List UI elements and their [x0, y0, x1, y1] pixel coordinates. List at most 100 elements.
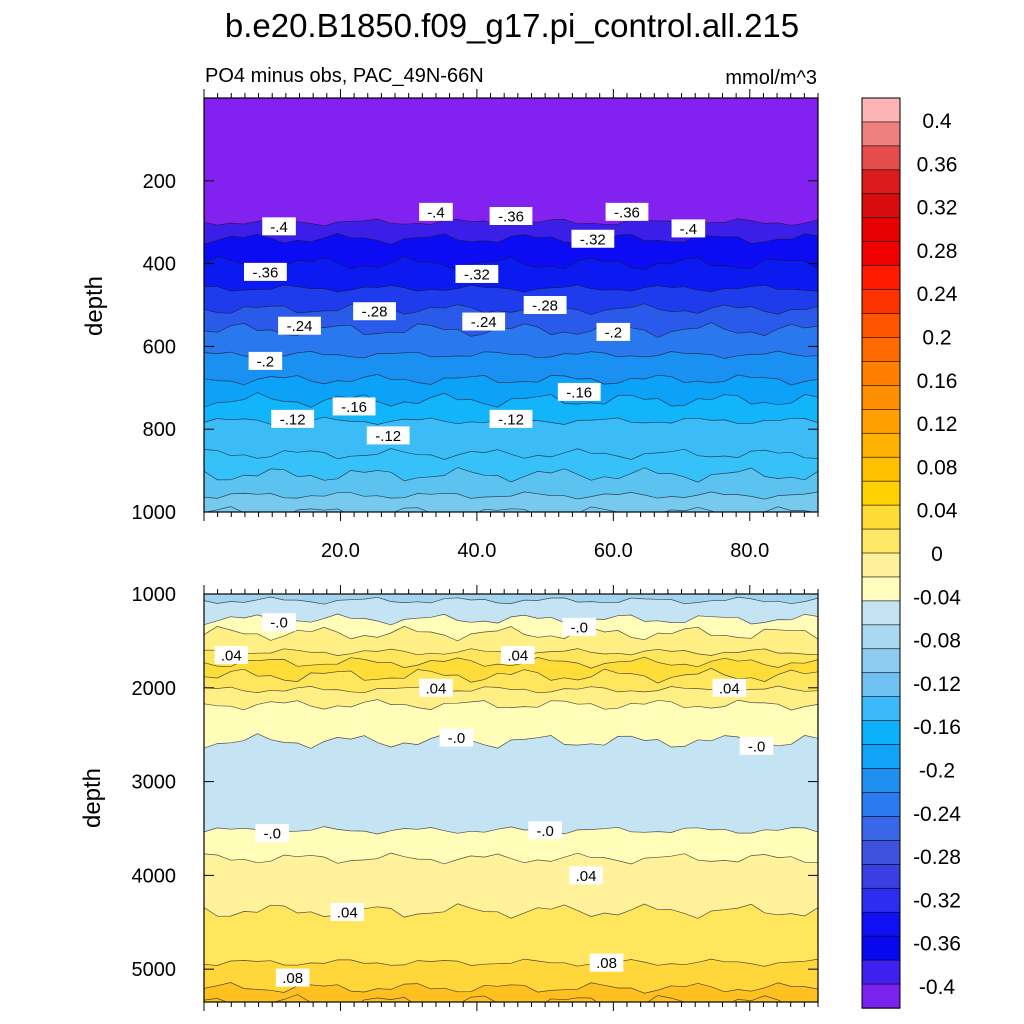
contour-label: .08 [589, 953, 624, 972]
contour-label: -.28 [353, 302, 396, 321]
y-tick-label: 1000 [132, 584, 177, 606]
svg-text:-.28: -.28 [532, 298, 558, 315]
svg-text:-.4: -.4 [427, 204, 445, 221]
colorbar-swatch [861, 97, 901, 123]
contour-label: -.32 [571, 229, 615, 248]
colorbar-swatch [861, 648, 901, 674]
x-tick-label: 40.0 [457, 540, 496, 562]
contour-line [204, 733, 818, 749]
contour-label: -.12 [366, 426, 410, 445]
colorbar-swatch [861, 337, 901, 363]
colorbar-swatch [861, 361, 901, 387]
contour-line [204, 826, 818, 835]
colorbar-label: -0.24 [913, 803, 961, 826]
contour-label: -.28 [523, 296, 567, 315]
contour-label: -.36 [489, 206, 533, 225]
contour-label: -.0 [255, 824, 290, 843]
colorbar-swatch [861, 241, 901, 267]
y-tick-label: 600 [143, 336, 176, 358]
svg-text:-.12: -.12 [375, 428, 401, 445]
colorbar-swatch [861, 121, 901, 147]
contour-line [204, 613, 818, 626]
svg-text:-.24: -.24 [471, 314, 497, 331]
contour-label: -.0 [439, 728, 474, 747]
svg-text:-.0: -.0 [270, 615, 288, 632]
upper-plot-frame [203, 97, 819, 513]
svg-text:-.0: -.0 [263, 826, 281, 843]
colorbar-label: -0.32 [913, 889, 961, 912]
colorbar-swatch [861, 456, 901, 482]
svg-text:.04: .04 [507, 647, 528, 664]
lower-contour-fill [204, 594, 818, 1002]
contour-label: -.24 [462, 312, 506, 331]
svg-text:.04: .04 [719, 680, 740, 697]
contour-label: -.16 [557, 382, 601, 401]
colorbar-label: 0.04 [917, 500, 958, 523]
lower-panel: -.0 -.0 .04 .04 .04 .04 -.0 -.0 -.0 -.0 .04 .04 .08.… [79, 584, 819, 1011]
contour-label: .04 [214, 645, 249, 664]
upper-panel: -.4 -.4 -.36 -.32 -.36 -.4 -.36 -.32 -.28 -.28 -.2… [81, 89, 819, 562]
contour-label: -.36 [244, 262, 287, 281]
svg-text:-.0: -.0 [748, 738, 766, 755]
colorbar-swatch [861, 744, 901, 770]
colorbar-swatch [861, 576, 901, 602]
colorbar-swatch [861, 193, 901, 219]
colorbar-swatch [861, 911, 901, 937]
svg-text:-.32: -.32 [580, 231, 606, 248]
colorbar-swatch [861, 265, 901, 291]
colorbar-swatch [861, 504, 901, 530]
colorbar: 0.4 0.36 0.32 0.28 0.24 0.2 0.16 0.12 0.08 0.04 0 -… [861, 97, 961, 1009]
contour-line [204, 303, 818, 316]
svg-text:-.16: -.16 [566, 384, 592, 401]
colorbar-swatch [861, 959, 901, 985]
colorbar-swatch [861, 983, 901, 1009]
contour-line [204, 958, 818, 967]
contour-line [204, 233, 818, 245]
y-tick-label: 5000 [132, 959, 177, 981]
contour-label: -.2 [596, 322, 631, 341]
colorbar-swatch [861, 432, 901, 458]
contour-line [204, 596, 818, 605]
colorbar-label: 0.16 [917, 370, 958, 393]
contour-line [204, 491, 818, 500]
colorbar-swatch [861, 792, 901, 818]
colorbar-label: 0.24 [917, 283, 958, 306]
contour-line [204, 506, 815, 512]
colorbar-swatch [861, 169, 901, 195]
contour-label: .04 [712, 678, 747, 697]
colorbar-swatch [861, 480, 901, 506]
svg-text:.04: .04 [426, 680, 447, 697]
contour-label: .04 [419, 678, 453, 697]
svg-text:-.12: -.12 [280, 411, 306, 428]
svg-text:-.24: -.24 [287, 318, 313, 335]
colorbar-label: -0.16 [913, 716, 961, 739]
contour-line [204, 852, 818, 865]
colorbar-label: -0.08 [913, 630, 961, 653]
contour-label: -.16 [332, 397, 376, 416]
lower-contour-lines [204, 596, 818, 1002]
colorbar-swatch [861, 289, 901, 315]
contour-label: -.24 [278, 316, 321, 335]
svg-text:-.0: -.0 [570, 619, 588, 636]
colorbar-swatch [861, 528, 901, 554]
svg-text:.04: .04 [576, 868, 597, 885]
lower-y-axis-label: depth [79, 768, 106, 828]
colorbar-label: -0.2 [919, 760, 955, 783]
colorbar-swatch [861, 816, 901, 842]
units-label: mmol/m^3 [725, 67, 817, 89]
contour-line [204, 625, 818, 642]
x-tick-label: 80.0 [730, 540, 769, 562]
svg-text:.08: .08 [596, 955, 617, 972]
colorbar-swatch [861, 600, 901, 626]
colorbar-swatch [861, 624, 901, 650]
contour-label: -.4 [671, 219, 706, 238]
colorbar-label: 0.36 [917, 153, 958, 176]
svg-text:-.12: -.12 [498, 411, 524, 428]
svg-text:-.16: -.16 [341, 399, 367, 416]
colorbar-label: 0 [931, 543, 943, 566]
contour-line [204, 448, 818, 460]
contour-label: -.4 [419, 202, 453, 221]
colorbar-label: -0.12 [913, 673, 961, 696]
contour-label: -.32 [455, 264, 499, 283]
